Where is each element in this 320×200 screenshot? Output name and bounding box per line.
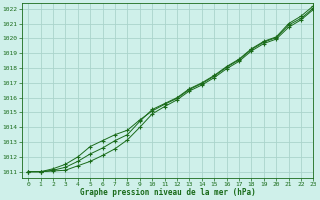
- X-axis label: Graphe pression niveau de la mer (hPa): Graphe pression niveau de la mer (hPa): [80, 188, 256, 197]
